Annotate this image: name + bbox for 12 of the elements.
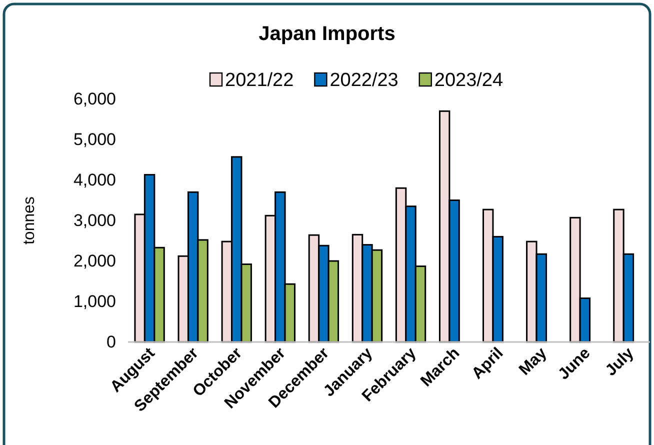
y-tick-label: 2,000 [73, 251, 116, 270]
y-tick-label: 6,000 [73, 89, 116, 108]
y-tick-label: 1,000 [73, 292, 116, 311]
y-axis-title: tonnes [21, 196, 38, 245]
legend-label: 2021/22 [225, 70, 294, 91]
y-tick-label: 3,000 [73, 210, 116, 230]
y-tick-label: 4,000 [73, 170, 116, 190]
legend-label: 2022/23 [330, 70, 398, 91]
legend-label: 2023/24 [434, 70, 504, 91]
y-tick-label: 0 [106, 332, 116, 352]
chart-title: Japan Imports [258, 23, 396, 45]
y-tick-label: 5,000 [73, 130, 116, 149]
